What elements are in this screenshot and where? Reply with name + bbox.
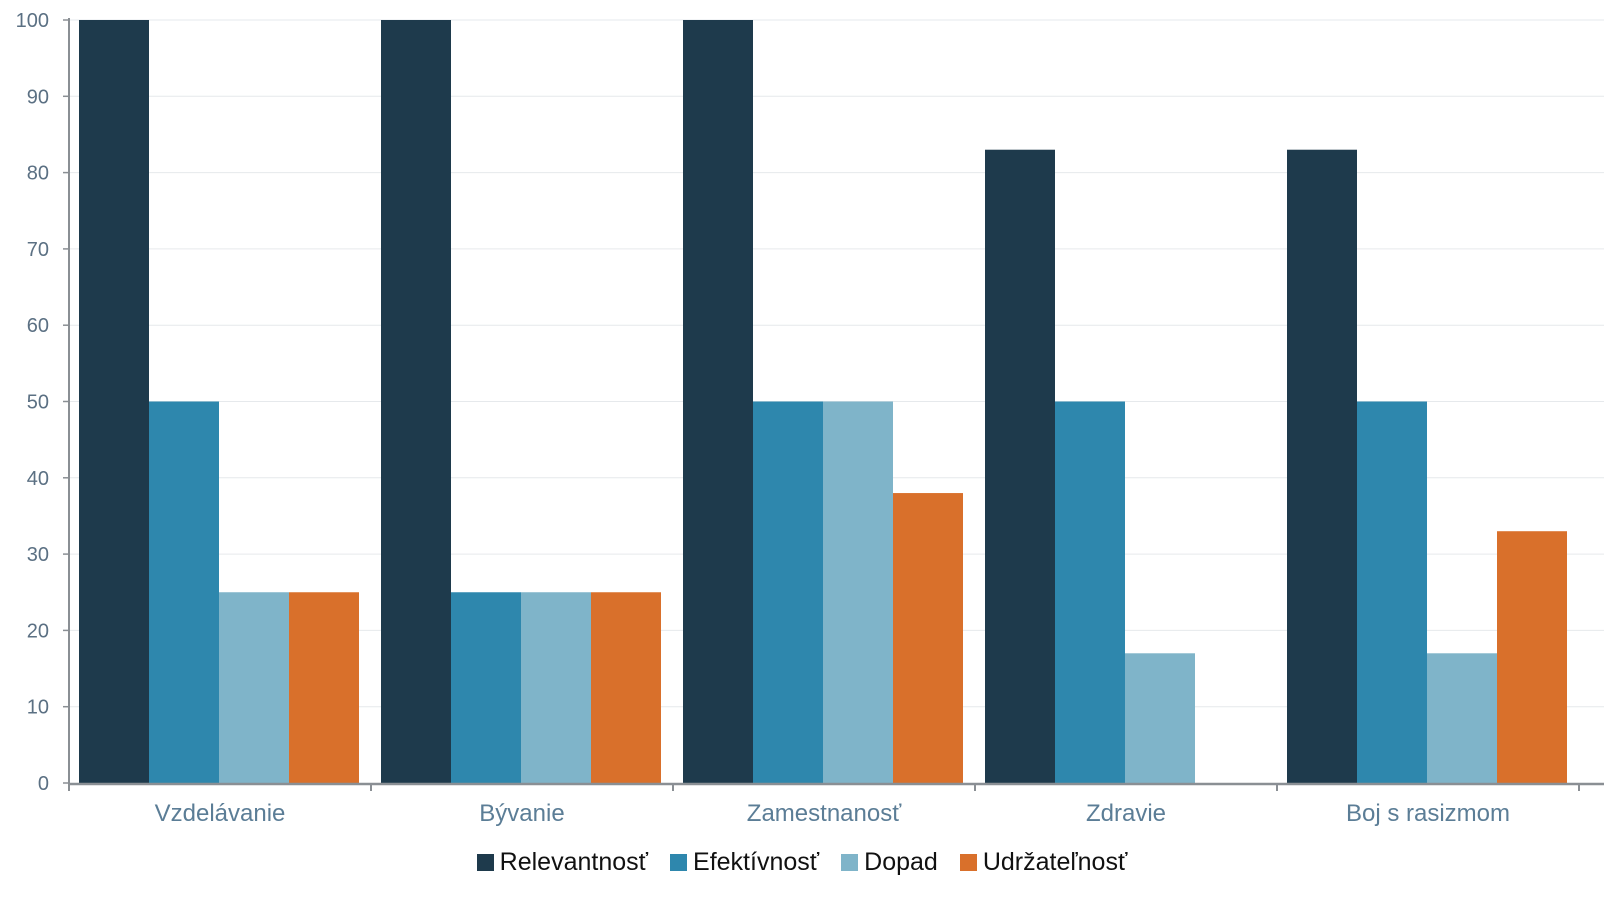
- bar: [149, 401, 219, 783]
- legend-item-efektivnost: Efektívnosť: [670, 848, 819, 877]
- legend-swatch: [841, 854, 859, 871]
- bars: [79, 20, 1567, 783]
- y-tick-label: 70: [27, 239, 49, 261]
- legend-swatch: [670, 854, 688, 871]
- bar: [1287, 149, 1357, 783]
- legend-item-udrzatelnost: Udržateľnosť: [959, 848, 1128, 877]
- y-tick-label: 60: [27, 315, 49, 337]
- y-tick-label: 10: [27, 697, 49, 719]
- legend-swatch: [959, 854, 977, 871]
- bar: [381, 20, 451, 783]
- x-category-label: Zamestnanosť: [747, 800, 902, 827]
- bar: [219, 592, 289, 783]
- bar: [985, 149, 1055, 783]
- x-category-label: Boj s rasizmom: [1346, 800, 1510, 827]
- y-tick-label: 20: [27, 620, 49, 642]
- bar: [823, 401, 893, 783]
- y-tick-label: 100: [16, 10, 49, 32]
- x-axis-labels: Vzdelávanie Bývanie Zamestnanosť Zdravie Boj…: [155, 800, 1510, 827]
- bar: [1427, 653, 1497, 783]
- x-category-label: Vzdelávanie: [155, 800, 286, 827]
- x-category-label: Bývanie: [479, 800, 564, 827]
- bar: [1497, 531, 1567, 783]
- bar: [521, 592, 591, 783]
- legend-swatch: [476, 854, 494, 871]
- bar: [79, 20, 149, 783]
- legend-item-relevantnost: Relevantnosť: [476, 848, 649, 877]
- bar: [1125, 653, 1195, 783]
- legend-label: Udržateľnosť: [982, 848, 1128, 876]
- bar: [289, 592, 359, 783]
- bar: [1357, 401, 1427, 783]
- bar: [753, 401, 823, 783]
- y-tick-label: 0: [38, 773, 49, 795]
- bar: [451, 592, 521, 783]
- y-tick-label: 50: [27, 392, 49, 414]
- legend-label: Dopad: [864, 848, 938, 876]
- legend-label: Relevantnosť: [499, 848, 649, 876]
- y-axis-ticks: 0 10 20 30 40 50 60 70 80 90 100: [16, 10, 69, 795]
- y-tick-label: 30: [27, 544, 49, 566]
- y-tick-label: 80: [27, 163, 49, 185]
- bar: [591, 592, 661, 783]
- x-category-label: Zdravie: [1086, 800, 1166, 827]
- bar: [893, 493, 963, 783]
- bar: [683, 20, 753, 783]
- axes: [68, 18, 1604, 791]
- legend-label: Efektívnosť: [693, 848, 820, 876]
- bar: [1055, 401, 1125, 783]
- y-tick-label: 90: [27, 86, 49, 108]
- y-tick-label: 40: [27, 468, 49, 490]
- legend-item-dopad: Dopad: [841, 848, 938, 877]
- legend: Relevantnosť Efektívnosť Dopad Udržateľn…: [0, 848, 1604, 877]
